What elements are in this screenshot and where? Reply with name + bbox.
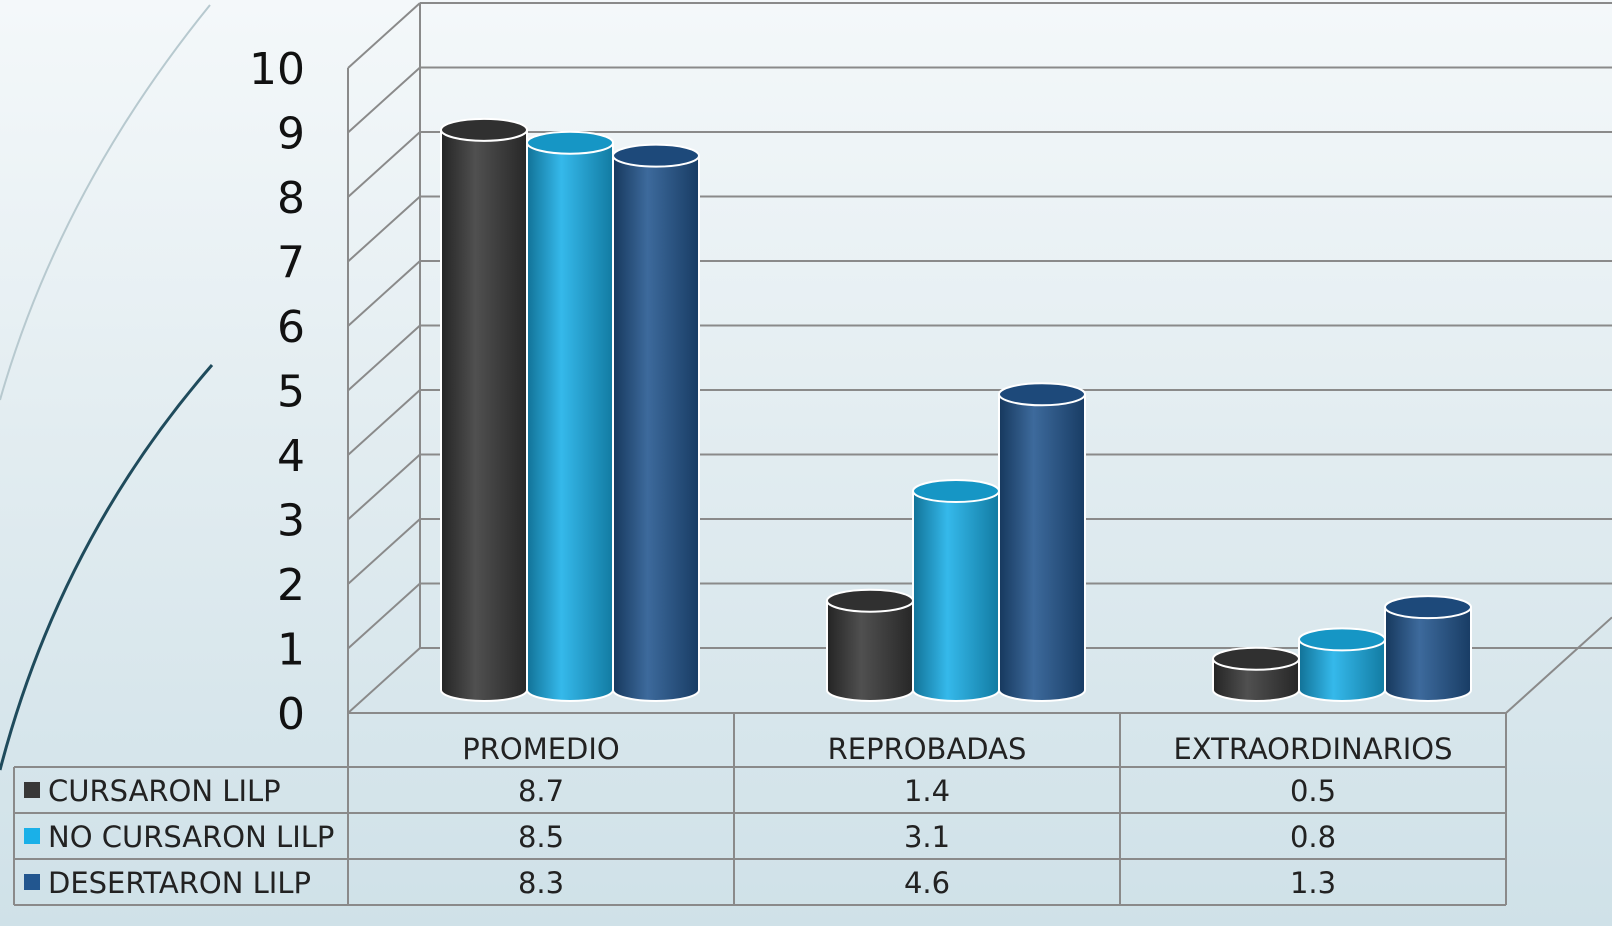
y-tick-label: 8	[277, 173, 305, 224]
wall-gridline	[347, 195, 421, 263]
y-tick-label: 9	[277, 109, 305, 160]
bar-top	[912, 479, 1000, 504]
bar-top	[1212, 646, 1300, 671]
data-table: PROMEDIO REPROBADAS EXTRAORDINARIOS CURSARO…	[13, 713, 1507, 906]
bar-body	[826, 599, 914, 702]
bar	[612, 143, 700, 702]
wall-gridline	[347, 518, 421, 585]
wall-gridline	[347, 453, 421, 521]
legend-key	[24, 828, 40, 844]
wall-gridline	[347, 66, 421, 134]
bar	[1298, 627, 1386, 702]
y-tick-label: 0	[277, 689, 305, 740]
bar-top	[998, 382, 1086, 407]
wall-gridline	[347, 582, 421, 650]
bar	[440, 117, 528, 702]
bar-body	[1384, 606, 1472, 702]
bar-top	[1298, 627, 1386, 652]
table-cell: 3.1	[904, 820, 950, 854]
bar-top	[526, 130, 614, 155]
bar-body	[612, 154, 700, 702]
legend-label: CURSARON LILP	[48, 774, 281, 808]
bar-top	[826, 588, 914, 613]
wall-gridline	[347, 131, 421, 198]
bar	[1212, 646, 1300, 702]
wall-gridline	[347, 260, 421, 327]
table-cell: 4.6	[904, 866, 950, 900]
bar	[1384, 595, 1472, 702]
y-tick-label: 10	[249, 44, 305, 95]
bar	[912, 479, 1000, 702]
bar-body	[1298, 638, 1386, 702]
category-label: PROMEDIO	[462, 732, 620, 766]
bar	[526, 130, 614, 702]
category-label: EXTRAORDINARIOS	[1173, 732, 1452, 766]
y-tick-label: 1	[277, 625, 305, 676]
bar-body	[526, 141, 614, 702]
y-tick-label: 3	[277, 496, 305, 547]
bar-body	[998, 393, 1086, 702]
table-cell: 8.5	[518, 820, 564, 854]
bar-body	[440, 128, 528, 702]
y-tick-label: 6	[277, 302, 305, 353]
bar-top	[612, 143, 700, 168]
legend-label: NO CURSARON LILP	[48, 820, 334, 854]
wall-gridline	[347, 324, 421, 392]
y-tick-label: 4	[277, 431, 305, 482]
y-axis-ticks: 0 1 2 3 4 5 6 7 8 9 10	[249, 44, 305, 740]
bar-body	[912, 490, 1000, 702]
bar	[998, 382, 1086, 702]
table-cell: 0.5	[1290, 774, 1336, 808]
floor-edge	[1505, 616, 1612, 714]
bar-top	[440, 117, 528, 142]
legend-key	[24, 874, 40, 890]
table-cell: 1.4	[904, 774, 950, 808]
table-cell: 0.8	[1290, 820, 1336, 854]
wall-gridline	[347, 389, 421, 456]
wall-gridline	[347, 647, 421, 714]
legend-label: DESERTARON LILP	[48, 866, 311, 900]
category-label: REPROBADAS	[828, 732, 1027, 766]
y-tick-label: 7	[277, 238, 305, 289]
chart-bars	[440, 117, 1472, 702]
table-cell: 1.3	[1290, 866, 1336, 900]
bar-top	[1384, 595, 1472, 620]
bar	[826, 588, 914, 702]
wall-gridline	[347, 2, 421, 69]
legend-key	[24, 782, 40, 798]
y-tick-label: 2	[277, 560, 305, 611]
table-cell: 8.7	[518, 774, 564, 808]
table-cell: 8.3	[518, 866, 564, 900]
y-tick-label: 5	[277, 367, 305, 418]
